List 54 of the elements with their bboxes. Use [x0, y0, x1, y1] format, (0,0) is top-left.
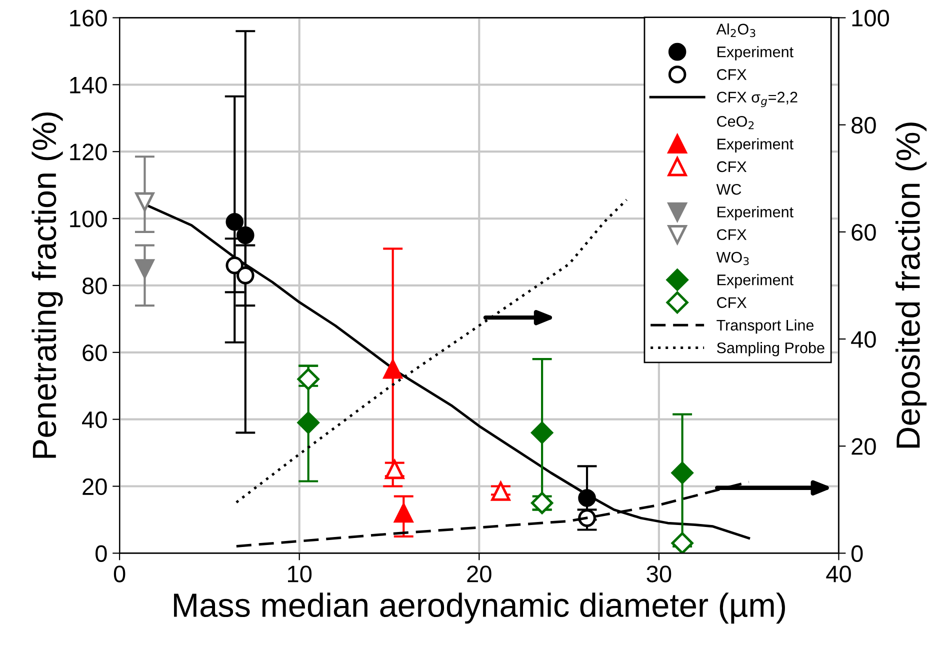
y-tick-label: 140	[70, 76, 107, 94]
legend-label: Experiment	[718, 274, 794, 288]
legend-label: CFX	[717, 69, 747, 80]
legend-label: Sampling Probe	[716, 342, 824, 356]
legend-label: CFX	[717, 161, 747, 172]
x-tick-label: 40	[826, 566, 851, 582]
y-tick-label: 0	[96, 545, 107, 562]
point	[226, 256, 244, 274]
point	[491, 482, 510, 501]
y-tick-label: 100	[70, 210, 107, 228]
point	[297, 368, 320, 390]
point	[394, 503, 414, 523]
y-tick-label: 20	[82, 478, 107, 496]
y2-tick-label: 100	[852, 10, 890, 27]
x-tick-label: 0	[114, 566, 126, 582]
legend-label: CFX	[717, 229, 747, 240]
x-axis-title: Mass median aerodynamic diameter (µm)	[174, 592, 785, 624]
point	[671, 462, 694, 484]
y2-tick-label: 60	[852, 224, 876, 241]
point	[671, 532, 694, 554]
point	[135, 192, 154, 212]
point	[226, 212, 244, 231]
y-tick-label: 80	[82, 278, 107, 294]
text: WO$_{3}$	[716, 252, 749, 266]
x-tick-label: 10	[288, 566, 312, 582]
text: WC	[716, 184, 742, 195]
x-tick-label: 20	[467, 566, 492, 582]
y2-axis-title: Deposited fraction (%)	[895, 122, 927, 448]
legend-label: Experiment	[718, 46, 794, 60]
point	[297, 412, 320, 434]
y-tick-label: 60	[82, 344, 107, 362]
point	[135, 259, 154, 278]
text: Al$_{2}$O$_{3}$	[716, 23, 756, 38]
y2-tick-label: 20	[852, 438, 876, 455]
legend-label: Transport Line	[716, 319, 814, 334]
point	[531, 422, 554, 444]
legend-label: CFX	[717, 297, 747, 308]
y-axis-title: Penetrating fraction (%)	[32, 112, 63, 458]
point	[236, 226, 254, 244]
y-tick-label: 40	[82, 411, 107, 428]
y-tick-label: 120	[70, 144, 107, 160]
legend-label: CFX σ$_{g}$=2,2	[717, 92, 798, 108]
x-tick-label: 30	[646, 566, 672, 582]
point	[236, 266, 254, 284]
y2-tick-label: 40	[851, 331, 876, 348]
point	[578, 489, 596, 507]
legend-label: Experiment	[718, 138, 794, 152]
point	[383, 360, 402, 379]
y2-tick-label: 0	[851, 545, 863, 562]
y-tick-label: 160	[70, 10, 107, 27]
text: CeO$_{2}$	[717, 116, 754, 130]
point	[531, 492, 554, 514]
legend-label: Experiment	[718, 206, 794, 220]
y2-tick-label: 80	[852, 116, 876, 134]
